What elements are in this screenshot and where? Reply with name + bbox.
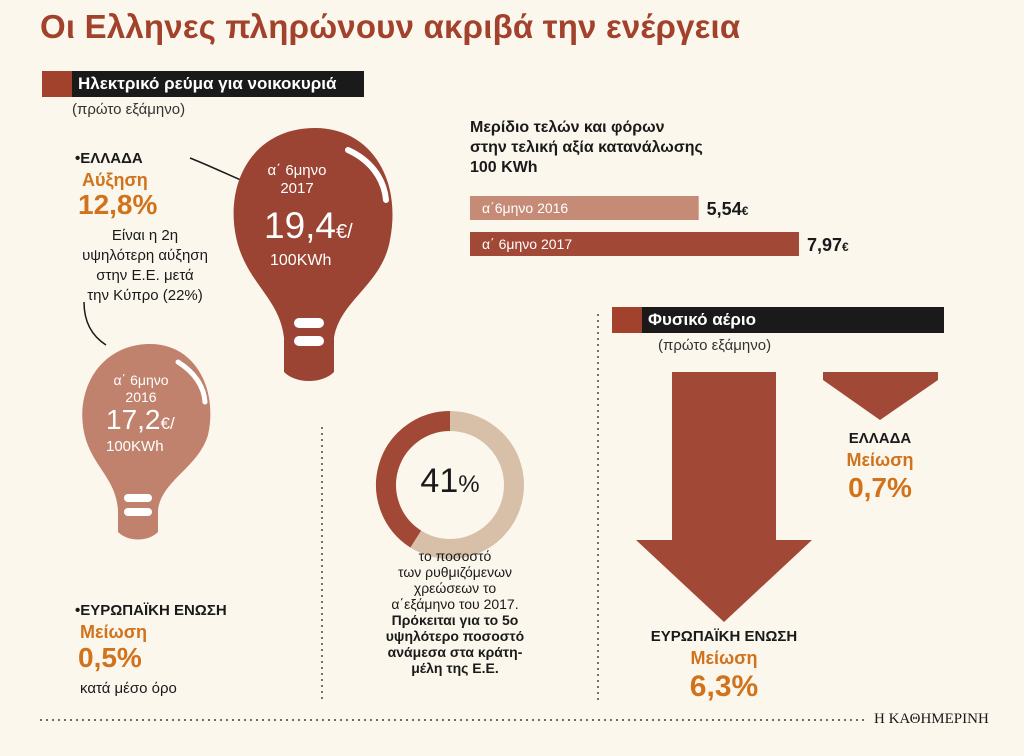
fees-bar-value-label: 7,97€ [807,235,849,255]
eu-down-arrow-icon [636,372,812,622]
greece-note-line: στην Ε.Ε. μετά [96,267,194,284]
eu-change-value: 0,5% [78,642,142,673]
gas-header: Φυσικό αέριο [612,307,944,333]
bulb-2016-line1: α΄ 6μηνο [113,372,169,388]
connector-2016-line [83,301,107,346]
gas-greece-change-word: Μείωση [846,450,914,470]
greece-down-arrow-icon [823,372,938,420]
bulb-2017-price-value: 19,4 [264,205,337,246]
eu-note: κατά μέσο όρο [80,680,177,697]
bulb-2016-icon [82,344,211,540]
header-accent [612,307,642,333]
electricity-header-label: Ηλεκτρικό ρεύμα για νοικοκυριά [78,74,337,93]
regulated-text: το ποσοστό των ρυθμιζόμενων χρεώσεων το … [360,548,550,676]
greece-note-line: την Κύπρο (22%) [87,287,203,304]
fees-title-line: στην τελική αξία κατανάλωσης [470,139,703,156]
electricity-header: Ηλεκτρικό ρεύμα για νοικοκυριά [42,71,364,97]
fees-title-line: 100 KWh [470,159,538,176]
gas-period: (πρώτο εξάμηνο) [658,337,772,354]
electricity-period: (πρώτο εξάμηνο) [72,101,186,118]
greece-change-word: Αύξηση [82,170,148,190]
regulated-text-line: μέλη της Ε.Ε. [411,660,499,676]
donut-center-label: 41% [370,462,530,501]
gas-header-label: Φυσικό αέριο [648,310,756,329]
page-title: Οι Ελληνες πληρώνουν ακριβά την ενέργεια [40,8,741,45]
bulb-2016-price-value: 17,2 [106,404,161,435]
eu-change-word: Μείωση [80,622,148,642]
bulb-2017-per: 100KWh [270,252,332,269]
greece-note: Είναι η 2η υψηλότερη αύξηση στην Ε.Ε. με… [80,226,210,306]
bulb-2017-caption: α΄ 6μηνο 2017 [262,162,332,198]
header-accent [42,71,72,97]
greece-note-line: υψηλότερη αύξηση [82,247,208,264]
bulb-2016-price: 17,2€/ [106,404,175,436]
gas-eu-change-value: 6,3% [689,670,759,703]
fees-bar-category: α΄6μηνο 2016 [482,200,568,216]
regulated-text-line: υψηλότερο ποσοστό [385,628,525,644]
greece-note-line: Είναι η 2η [111,227,179,244]
regulated-text-line: Πρόκειται για το 5ο [391,612,519,628]
bulb-2017-price-unit: €/ [336,221,353,243]
eu-label: •ΕΥΡΩΠΑΪΚΗ ΕΝΩΣΗ [75,602,227,619]
bulb-2016-per: 100KWh [106,438,164,455]
bulb-2017-line1: α΄ 6μηνο [267,162,327,179]
donut-segment [376,411,451,548]
source-credit: Η ΚΑΘΗΜΕΡΙΝΗ [874,711,989,727]
gas-greece-label: ΕΛΛΑΔΑ [848,430,912,447]
bulb-2016-caption: α΄ 6μηνο 2016 [106,372,176,406]
regulated-donut-chart [376,411,524,559]
regulated-text-line: α΄εξάμηνο του 2017. [391,596,519,612]
bulb-2017-icon [233,128,393,381]
regulated-text-line: ανάμεσα στα κράτη- [387,644,523,660]
greece-change-value: 12,8% [78,189,158,220]
bulb-2016-line2: 2016 [125,389,157,405]
donut-percent: 41 [420,462,459,500]
gas-greece-change-value: 0,7% [848,472,912,503]
donut-percent-sign: % [458,471,480,498]
fees-bar-value-label: 5,54€ [707,199,749,219]
fees-bar-chart: α΄6μηνο 2016 5,54€ α΄ 6μηνο 2017 7,97€ [470,196,849,256]
bulb-2016-price-unit: €/ [160,414,175,433]
regulated-text-line: των ρυθμιζόμενων [398,564,512,580]
fees-title: Μερίδιο τελών και φόρων στην τελική αξία… [470,118,703,178]
fees-bar [470,196,699,220]
bulb-2017-line2: 2017 [280,180,314,197]
gas-eu-change-word: Μείωση [690,648,758,668]
fees-title-line: Μερίδιο τελών και φόρων [470,119,665,136]
regulated-text-line: χρεώσεων το [413,580,497,596]
greece-label: •ΕΛΛΑΔΑ [75,150,143,167]
regulated-text-line: το ποσοστό [418,548,492,564]
bulb-2017-price: 19,4€/ [264,205,353,247]
fees-bar [470,232,799,256]
fees-bar-category: α΄ 6μηνο 2017 [482,236,572,252]
gas-eu-label: ΕΥΡΩΠΑΪΚΗ ΕΝΩΣΗ [650,628,798,645]
